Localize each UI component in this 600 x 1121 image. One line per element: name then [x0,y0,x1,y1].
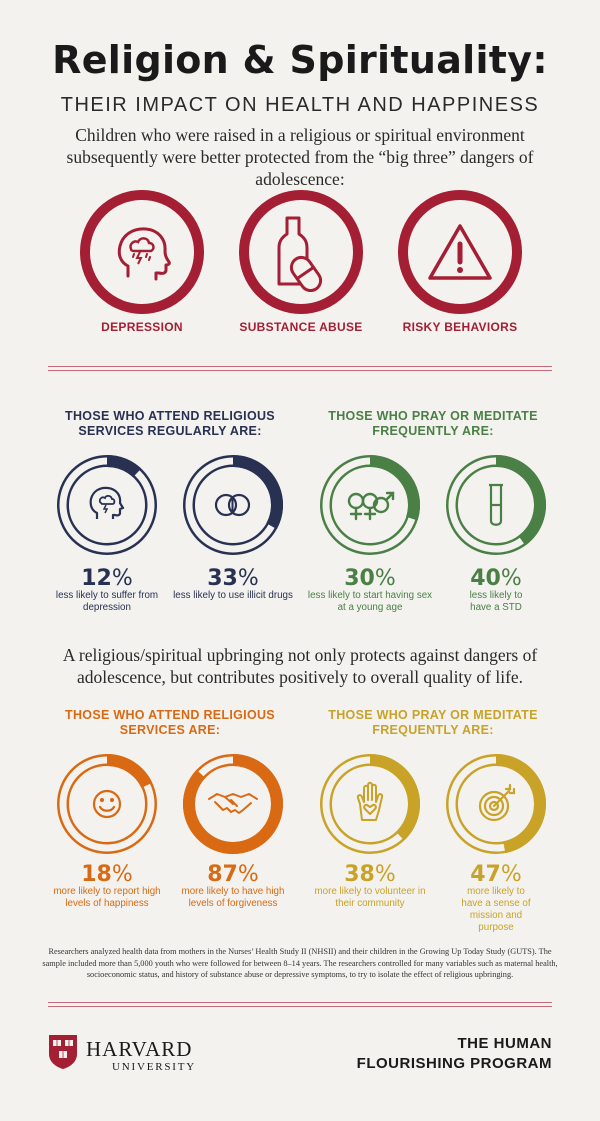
program-name: THE HUMAN FLOURISHING PROGRAM [357,1034,552,1074]
depression-donut [57,455,157,555]
target-icon [478,783,516,822]
drugs-donut [183,455,283,555]
footer-divider [48,1002,552,1007]
std-donut [446,455,546,555]
donut-value-arc [232,455,283,530]
program-line-2: FLOURISHING PROGRAM [356,1055,552,1072]
donut-value-arc [106,754,153,789]
bottle-pill-icon [277,216,323,292]
stat-value-purpose: 47% [470,862,522,887]
donut-track [59,457,155,553]
stat-value-volunteer: 38% [344,862,396,887]
heading-pray-meditate-positive: THOSE WHO PRAY OR MEDITATE FREQUENTLY AR… [328,708,538,737]
harvard-shield-logo [49,1035,77,1069]
depression-circle [80,190,204,314]
donut-value-arc [106,455,142,478]
smiley-icon [92,789,122,819]
quality-of-life-text: A religious/spiritual upbringing not onl… [62,645,538,687]
stat-value-forgiveness: 87% [207,862,259,887]
donut-value-arc [183,754,283,854]
substance-abuse-circle [239,190,363,314]
heading-pray-meditate: THOSE WHO PRAY OR MEDITATE FREQUENTLY AR… [328,409,538,438]
donut-value-arc [495,455,546,546]
pills-icon [214,493,251,517]
stat-caption-std: less likely to have a STD [469,590,523,613]
page-subtitle: THEIR IMPACT ON HEALTH AND HAPPINESS [60,94,540,116]
sex-donut [320,455,420,555]
heading-attend-services: THOSE WHO ATTEND RELIGIOUS SERVICES ARE: [65,708,275,737]
donut-value-arc [369,455,420,521]
stat-caption-sex: less likely to start having sex at a you… [307,590,433,613]
stat-caption-happiness: more likely to report high levels of hap… [53,886,161,909]
stat-value-sex: 30% [344,566,396,591]
stat-value-std: 40% [470,566,522,591]
stat-caption-forgiveness: more likely to have high levels of forgi… [181,886,285,909]
warning-triangle-icon [428,224,492,280]
stat-caption-volunteer: more likely to volunteer in their commun… [314,886,426,909]
danger-label-substance-abuse: SUBSTANCE ABUSE [239,320,363,334]
forgiveness-donut [183,754,283,854]
handshake-icon [208,793,258,814]
head-storm-icon [89,486,125,519]
test-tube-icon [489,483,503,526]
risky-behaviors-circle [398,190,522,314]
head-storm-icon [117,227,171,281]
section-divider [48,366,552,371]
university-subtitle: UNIVERSITY [112,1061,196,1073]
donut-value-arc [495,754,546,854]
stat-caption-drugs: less likely to use illicit drugs [173,590,293,601]
danger-label-risky-behaviors: RISKY BEHAVIORS [402,320,518,334]
stat-value-depression: 12% [81,566,133,591]
university-name: HARVARD [86,1037,193,1061]
gender-symbols-icon [347,491,395,521]
purpose-donut [446,754,546,854]
methodology-footnote: Researchers analyzed health data from mo… [42,947,558,979]
danger-label-depression: DEPRESSION [101,320,183,334]
intro-text: Children who were raised in a religious … [66,125,534,189]
program-line-1: THE HUMAN [457,1035,552,1052]
stat-caption-purpose: more likely to have a sense of mission a… [461,886,531,933]
hand-heart-icon [356,781,384,821]
volunteer-donut [320,754,420,854]
stat-value-happiness: 18% [81,862,133,887]
stat-value-drugs: 33% [207,566,259,591]
heading-attend-services-regularly: THOSE WHO ATTEND RELIGIOUS SERVICES REGU… [65,409,275,438]
stat-caption-depression: less likely to suffer from depression [55,590,159,613]
donut-value-arc [369,754,420,841]
happiness-donut [57,754,157,854]
page-title: Religion & Spirituality: [52,38,548,82]
